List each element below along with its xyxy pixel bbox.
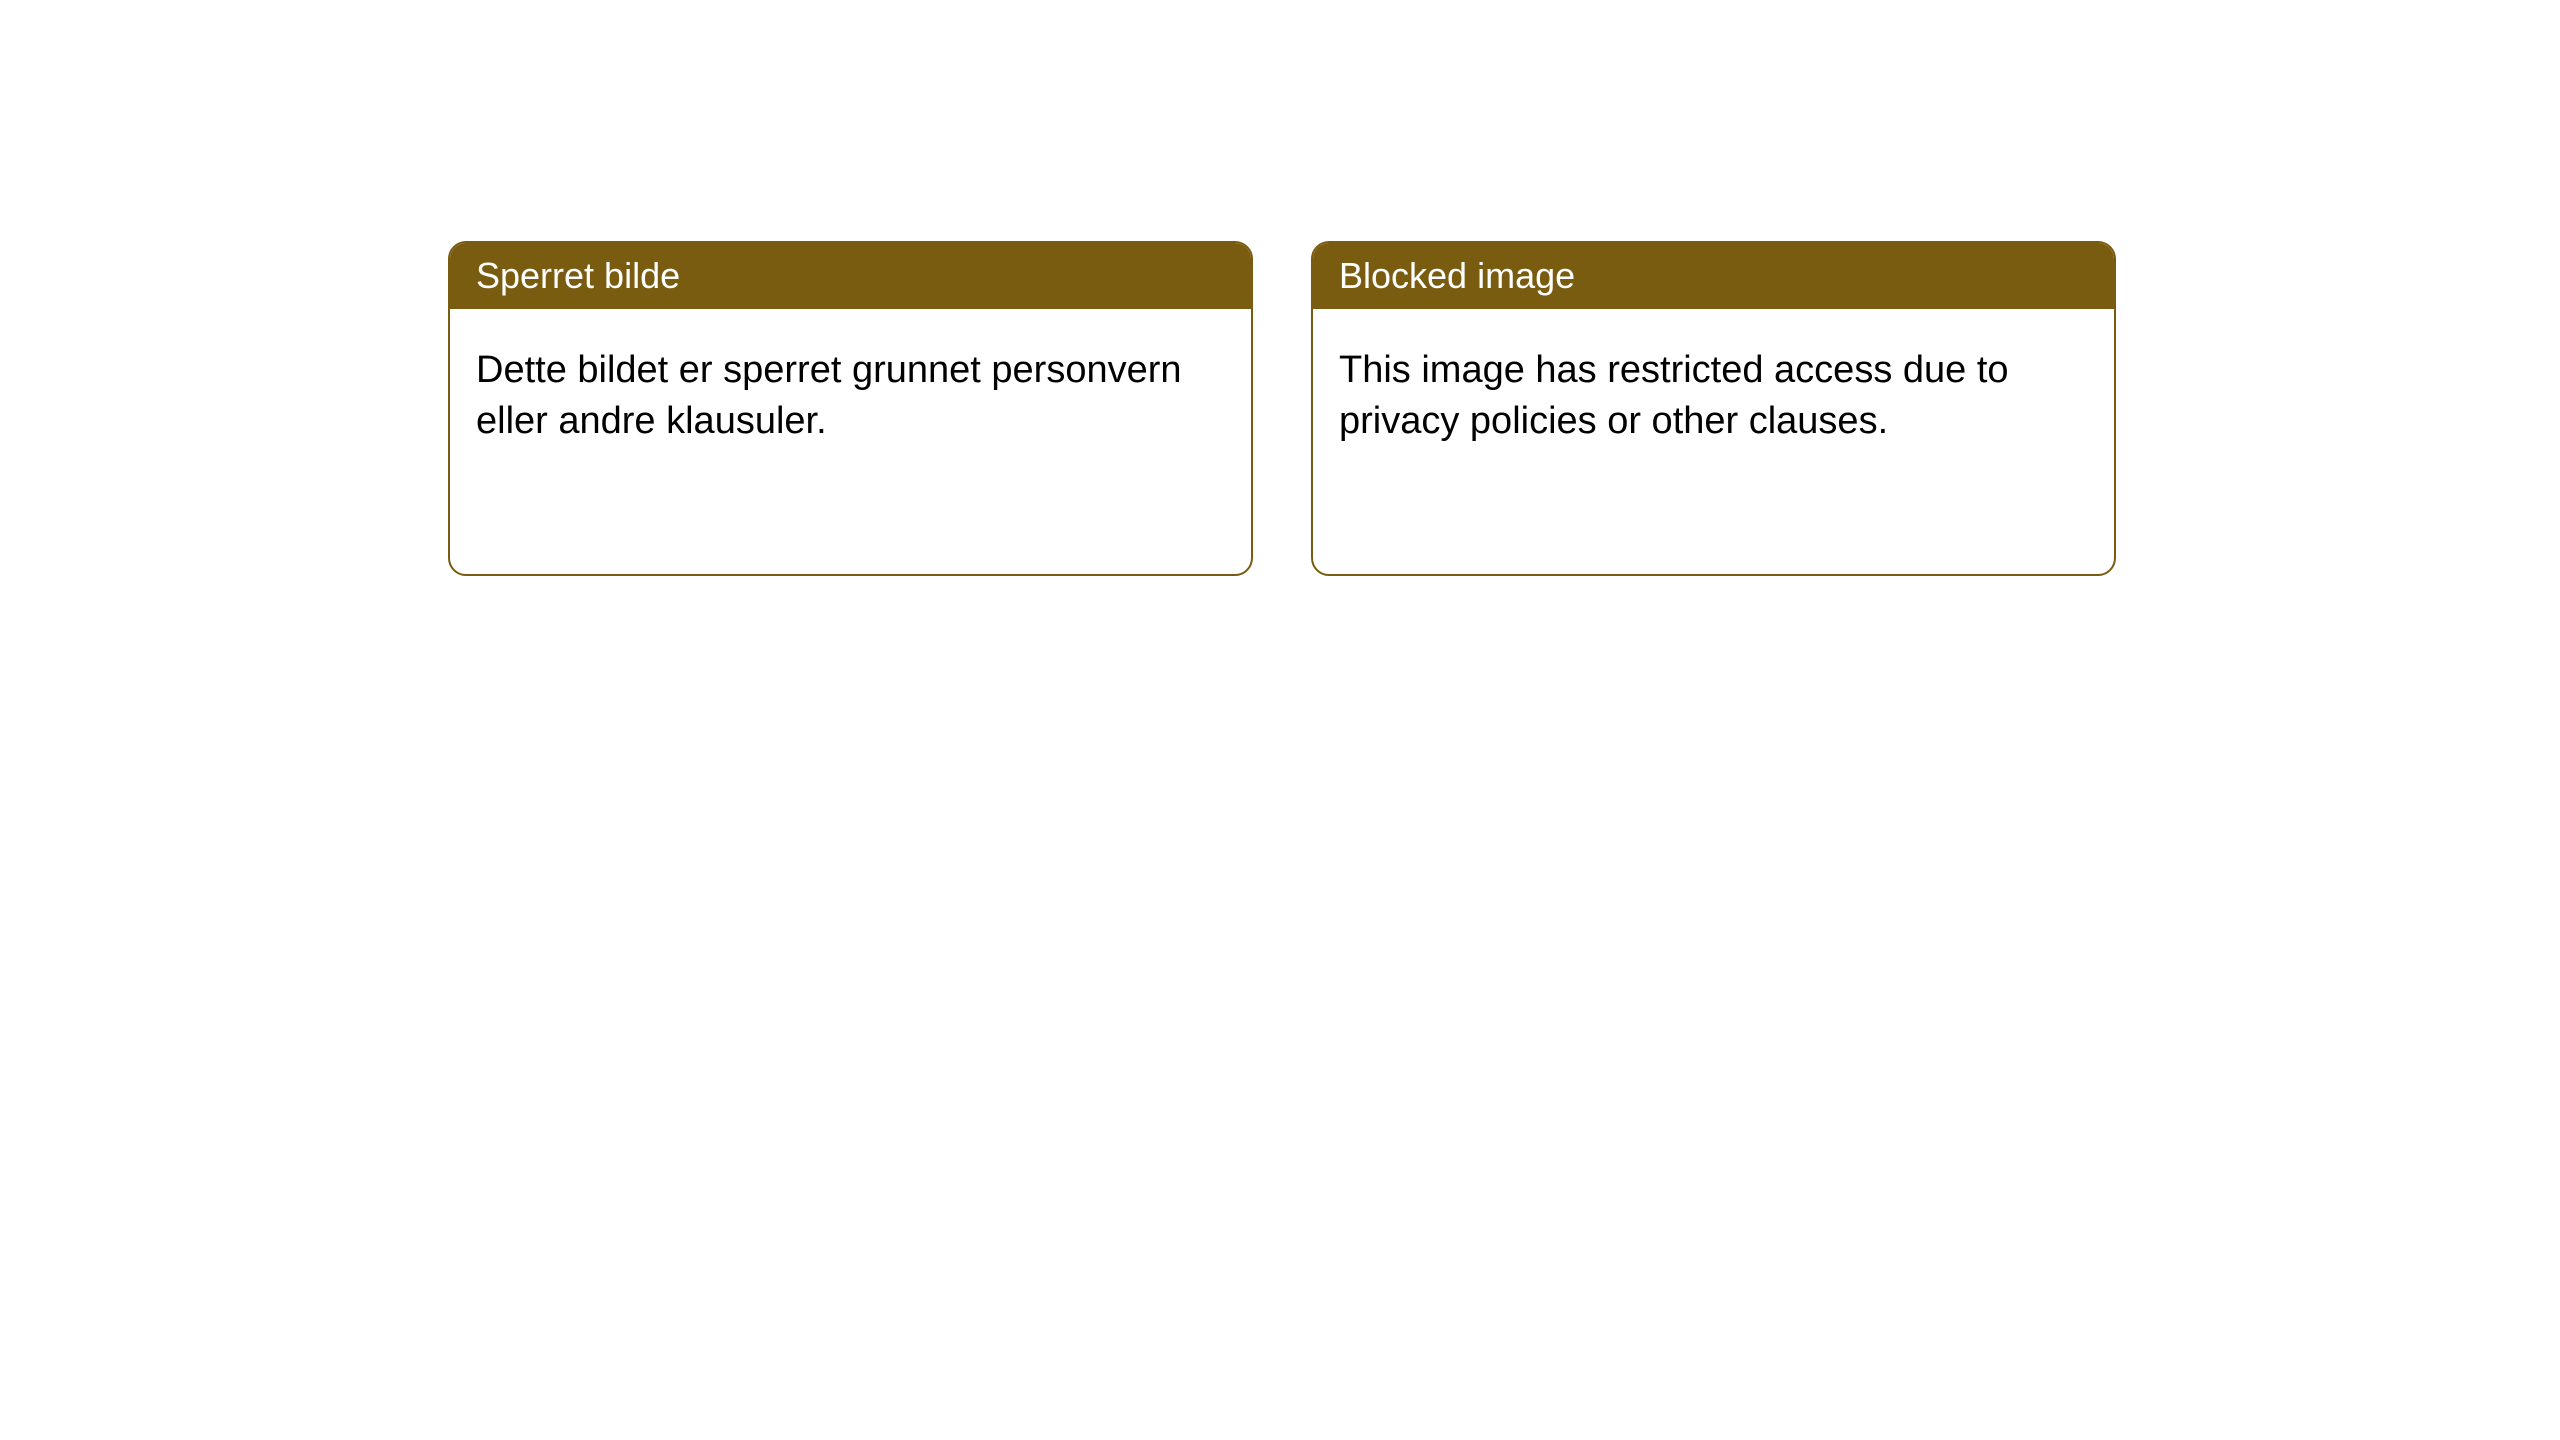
notice-header-english: Blocked image bbox=[1313, 243, 2114, 309]
notice-title-norwegian: Sperret bilde bbox=[476, 255, 680, 296]
notice-body-english: This image has restricted access due to … bbox=[1313, 309, 2114, 484]
notice-card-english: Blocked image This image has restricted … bbox=[1311, 241, 2116, 576]
notice-text-english: This image has restricted access due to … bbox=[1339, 349, 2009, 442]
notice-header-norwegian: Sperret bilde bbox=[450, 243, 1251, 309]
notice-card-norwegian: Sperret bilde Dette bildet er sperret gr… bbox=[448, 241, 1253, 576]
notice-title-english: Blocked image bbox=[1339, 255, 1575, 296]
notice-body-norwegian: Dette bildet er sperret grunnet personve… bbox=[450, 309, 1251, 484]
notice-container: Sperret bilde Dette bildet er sperret gr… bbox=[0, 0, 2560, 576]
notice-text-norwegian: Dette bildet er sperret grunnet personve… bbox=[476, 349, 1182, 442]
